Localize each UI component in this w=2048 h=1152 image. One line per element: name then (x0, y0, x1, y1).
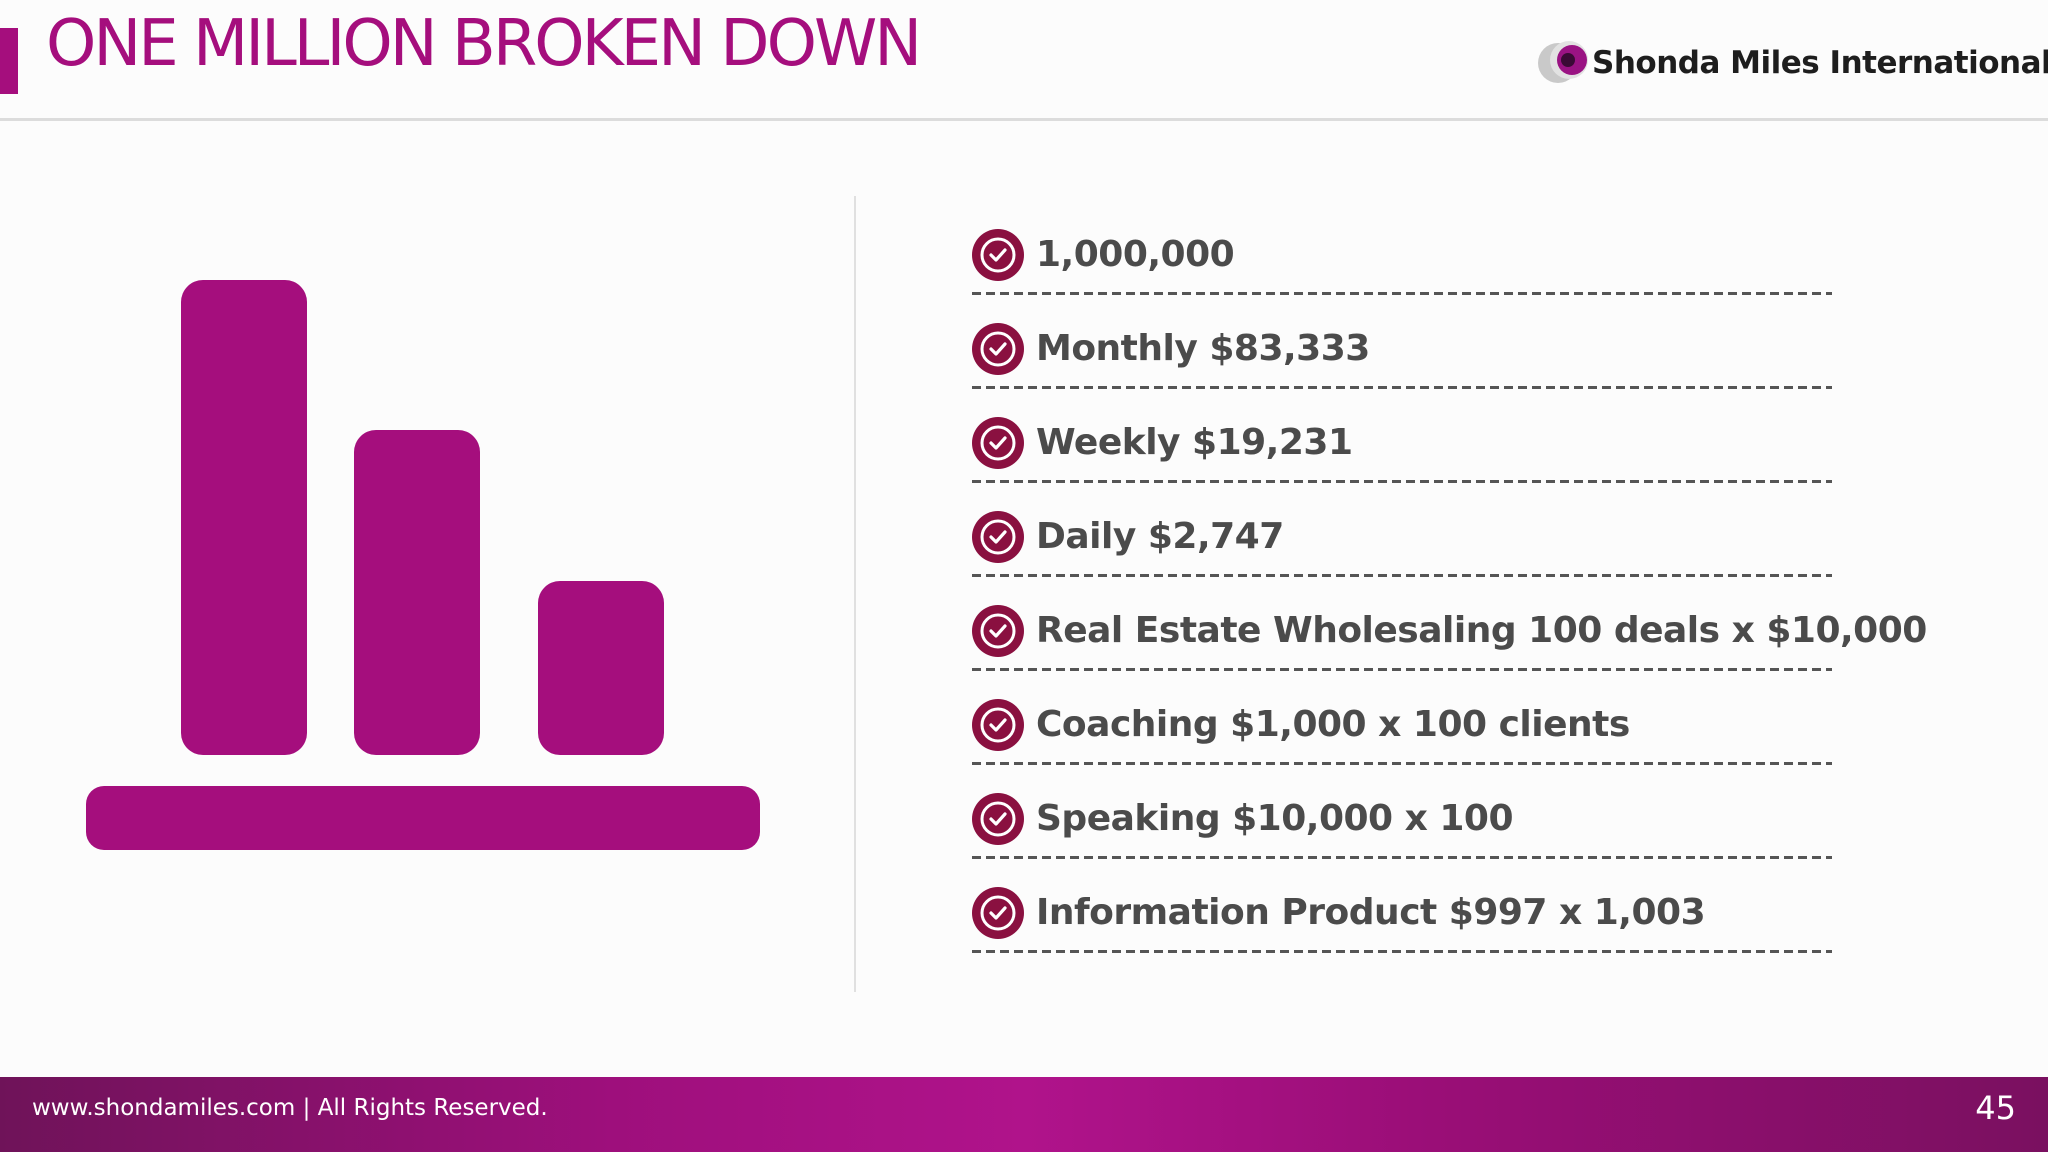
checklist-item: Speaking $10,000 x 100 (972, 786, 1832, 880)
slide-title: ONE MILLION BROKEN DOWN (46, 7, 922, 81)
checklist-item: 1,000,000 (972, 222, 1832, 316)
checklist: 1,000,000 Monthly $83,333 Weekly $19,231 Da… (972, 222, 1927, 974)
footer-bar: www.shondamiles.com | All Rights Reserve… (0, 1077, 2048, 1152)
checklist-item-text: Real Estate Wholesaling 100 deals x $10,… (1036, 610, 1927, 651)
footer-copyright: www.shondamiles.com | All Rights Reserve… (32, 1095, 548, 1121)
checklist-item: Monthly $83,333 (972, 316, 1832, 410)
checklist-item-text: Speaking $10,000 x 100 (1036, 798, 1514, 839)
checklist-item-text: 1,000,000 (1036, 234, 1235, 275)
checklist-item-text: Information Product $997 x 1,003 (1036, 892, 1706, 933)
checklist-item-text: Daily $2,747 (1036, 516, 1284, 557)
check-circle-icon (972, 793, 1024, 845)
checklist-item: Real Estate Wholesaling 100 deals x $10,… (972, 598, 1927, 692)
checklist-item: Weekly $19,231 (972, 410, 1832, 504)
check-circle-icon (972, 511, 1024, 563)
logo-mark-icon (1536, 36, 1596, 90)
checklist-item: Information Product $997 x 1,003 (972, 880, 1832, 974)
check-circle-icon (972, 699, 1024, 751)
checklist-item: Coaching $1,000 x 100 clients (972, 692, 1832, 786)
check-circle-icon (972, 887, 1024, 939)
header-divider (0, 118, 2048, 121)
check-circle-icon (972, 417, 1024, 469)
bar-chart-icon (86, 280, 760, 852)
company-name: Shonda Miles International (1592, 45, 2048, 81)
title-accent-bar (0, 28, 18, 94)
check-circle-icon (972, 323, 1024, 375)
check-circle-icon (972, 605, 1024, 657)
checklist-item-text: Weekly $19,231 (1036, 422, 1353, 463)
company-logo: Shonda Miles International (1536, 36, 2048, 90)
checklist-item-text: Coaching $1,000 x 100 clients (1036, 704, 1630, 745)
checklist-item: Daily $2,747 (972, 504, 1832, 598)
checklist-item-text: Monthly $83,333 (1036, 328, 1370, 369)
page-number: 45 (1975, 1089, 2016, 1127)
vertical-divider (854, 196, 856, 992)
check-circle-icon (972, 229, 1024, 281)
